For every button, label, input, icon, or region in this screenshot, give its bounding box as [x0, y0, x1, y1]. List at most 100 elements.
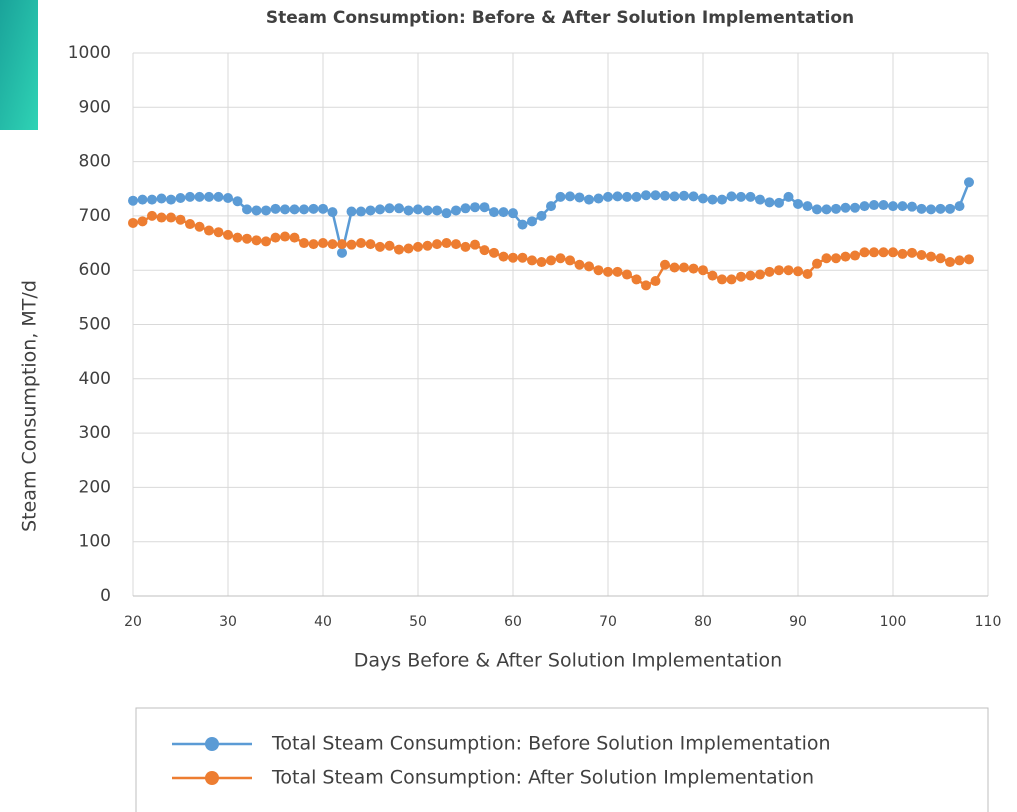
- data-point: [774, 265, 784, 275]
- data-point: [955, 255, 965, 265]
- data-point: [413, 242, 423, 252]
- y-tick-label: 700: [79, 206, 111, 226]
- data-point: [356, 238, 366, 248]
- data-point: [385, 203, 395, 213]
- data-point: [727, 274, 737, 284]
- data-point: [556, 253, 566, 263]
- data-point: [242, 234, 252, 244]
- data-point: [423, 205, 433, 215]
- data-point: [347, 207, 357, 217]
- y-tick-label: 400: [79, 369, 111, 389]
- data-point: [518, 220, 528, 230]
- data-point: [166, 213, 176, 223]
- data-point: [736, 272, 746, 282]
- data-point: [831, 204, 841, 214]
- data-point: [432, 205, 442, 215]
- x-tick-label: 50: [409, 614, 427, 630]
- data-point: [299, 204, 309, 214]
- data-point: [613, 267, 623, 277]
- data-point: [879, 247, 889, 257]
- legend-box: [136, 708, 988, 812]
- data-point: [594, 194, 604, 204]
- data-point: [147, 211, 157, 221]
- data-point: [423, 241, 433, 251]
- data-point: [432, 239, 442, 249]
- data-point: [375, 242, 385, 252]
- data-point: [651, 276, 661, 286]
- data-point: [565, 191, 575, 201]
- data-point: [451, 205, 461, 215]
- data-point: [926, 204, 936, 214]
- data-point: [841, 203, 851, 213]
- data-point: [679, 191, 689, 201]
- data-point: [271, 233, 281, 243]
- y-axis-label: Steam Consumption, MT/d: [19, 280, 41, 532]
- data-point: [537, 257, 547, 267]
- data-point: [936, 253, 946, 263]
- data-point: [195, 192, 205, 202]
- data-point: [489, 248, 499, 258]
- x-tick-label: 70: [599, 614, 617, 630]
- data-point: [176, 215, 186, 225]
- data-point: [755, 195, 765, 205]
- data-point: [670, 191, 680, 201]
- data-point: [945, 204, 955, 214]
- data-point: [404, 205, 414, 215]
- data-point: [869, 200, 879, 210]
- data-point: [404, 243, 414, 253]
- data-point: [461, 242, 471, 252]
- data-point: [261, 205, 271, 215]
- data-point: [252, 205, 262, 215]
- data-point: [451, 239, 461, 249]
- data-point: [708, 195, 718, 205]
- data-point: [907, 202, 917, 212]
- series-line: [133, 216, 969, 286]
- data-point: [622, 192, 632, 202]
- x-tick-label: 100: [880, 614, 907, 630]
- data-point: [784, 265, 794, 275]
- data-point: [822, 253, 832, 263]
- y-tick-label: 900: [79, 97, 111, 117]
- data-point: [366, 239, 376, 249]
- y-tick-label: 800: [79, 152, 111, 172]
- data-point: [280, 232, 290, 242]
- data-point: [337, 248, 347, 258]
- data-point: [556, 192, 566, 202]
- data-point: [641, 280, 651, 290]
- data-point: [128, 196, 138, 206]
- data-point: [793, 266, 803, 276]
- data-point: [575, 260, 585, 270]
- data-point: [233, 196, 243, 206]
- data-point: [489, 207, 499, 217]
- x-tick-label: 20: [124, 614, 142, 630]
- data-point: [603, 267, 613, 277]
- data-point: [746, 192, 756, 202]
- data-point: [318, 204, 328, 214]
- data-point: [717, 274, 727, 284]
- data-point: [575, 192, 585, 202]
- data-point: [812, 204, 822, 214]
- data-point: [223, 193, 233, 203]
- data-point: [299, 238, 309, 248]
- data-point: [157, 194, 167, 204]
- data-point: [176, 193, 186, 203]
- data-point: [261, 236, 271, 246]
- data-point: [831, 253, 841, 263]
- data-point: [793, 199, 803, 209]
- x-tick-label: 80: [694, 614, 712, 630]
- data-point: [337, 239, 347, 249]
- data-point: [223, 230, 233, 240]
- data-point: [214, 227, 224, 237]
- data-point: [280, 204, 290, 214]
- data-point: [679, 262, 689, 272]
- data-point: [717, 195, 727, 205]
- data-point: [204, 192, 214, 202]
- data-point: [480, 245, 490, 255]
- data-point: [803, 201, 813, 211]
- data-point: [955, 201, 965, 211]
- data-point: [318, 238, 328, 248]
- data-point: [860, 201, 870, 211]
- data-point: [898, 201, 908, 211]
- legend-label: Total Steam Consumption: Before Solution…: [271, 733, 831, 755]
- data-point: [394, 245, 404, 255]
